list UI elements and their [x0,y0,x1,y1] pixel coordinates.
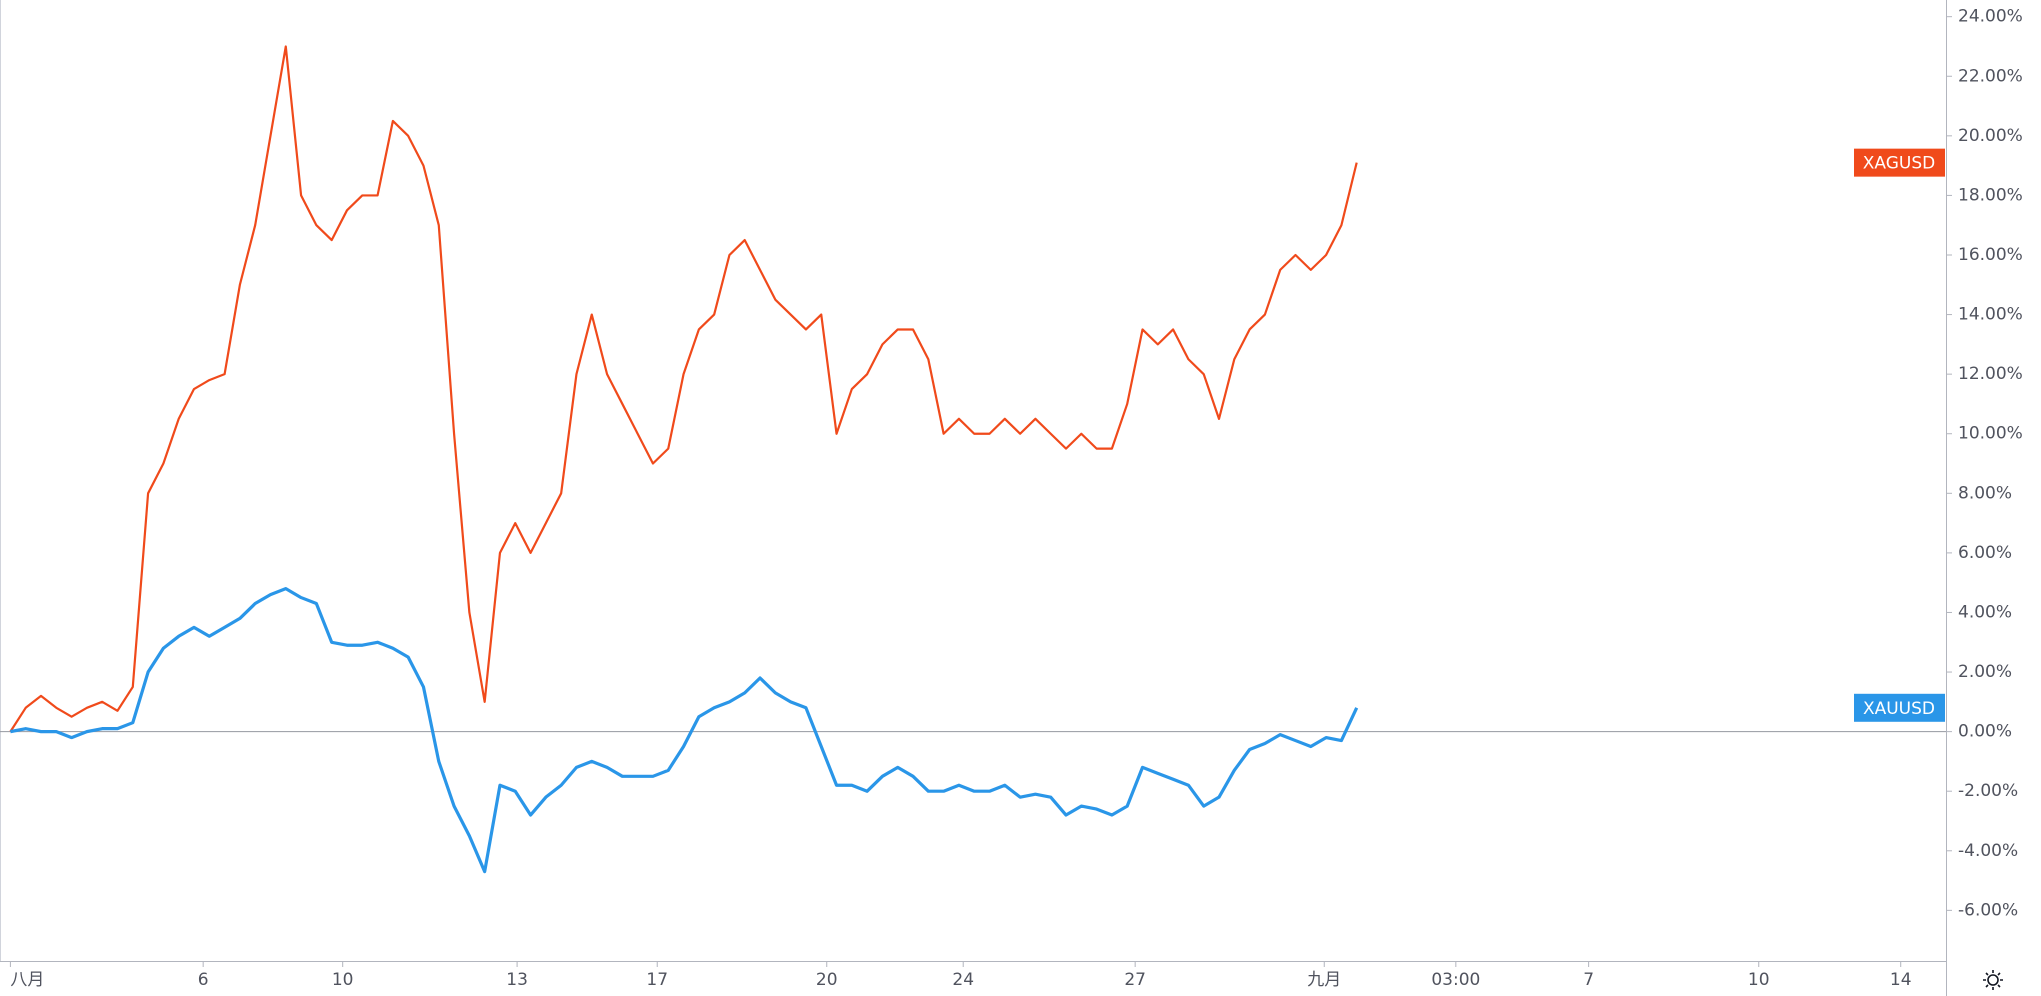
y-tick-label: 22.00% [1958,66,2023,86]
y-tick-label: 6.00% [1958,543,2012,563]
y-tick-label: 16.00% [1958,245,2023,265]
x-tick-label: 03:00 [1431,970,1480,990]
y-tick-label: -2.00% [1958,781,2018,801]
series-line [9,45,1358,733]
y-tick-label: 14.00% [1958,305,2023,325]
series-line [10,587,1359,874]
x-tick-label: 14 [1890,970,1912,990]
x-tick-label: 20 [816,970,838,990]
x-tick-label: 13 [506,970,528,990]
x-tick-label: 27 [1124,970,1146,990]
y-tick-label: 18.00% [1958,185,2023,205]
y-tick-label: 4.00% [1958,602,2012,622]
y-tick-label: -6.00% [1958,900,2018,920]
y-tick-label: 12.00% [1958,364,2023,384]
legend-label: XAGUSD [1863,154,1935,174]
x-tick-label: 17 [646,970,668,990]
y-tick-label: 0.00% [1958,722,2012,742]
y-tick-label: 10.00% [1958,424,2023,444]
settings-icon[interactable] [1983,970,2003,990]
x-tick-label: 7 [1583,970,1594,990]
x-tick-label: 10 [1748,970,1770,990]
x-tick-label: 24 [952,970,974,990]
last-value-tag [1854,148,1945,177]
x-tick-label: 八月 [10,970,44,990]
legend-label: XAUUSD [1863,699,1935,719]
y-tick-label: 8.00% [1958,483,2012,503]
y-tick-label: 2.00% [1958,662,2012,682]
y-tick-label: 24.00% [1958,7,2023,27]
y-tick-label: 20.00% [1958,126,2023,146]
y-tick-label: -4.00% [1958,841,2018,861]
x-tick-label: 10 [332,970,354,990]
x-tick-label: 6 [198,970,209,990]
x-tick-label: 九月 [1307,970,1341,990]
last-value-tag [1854,693,1945,722]
